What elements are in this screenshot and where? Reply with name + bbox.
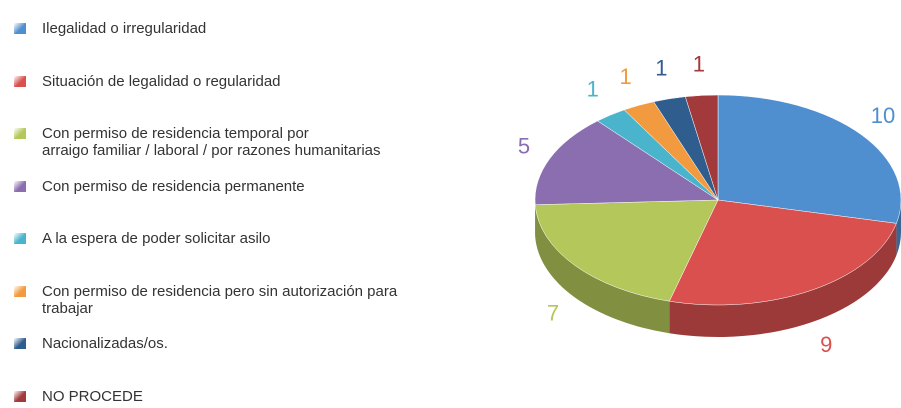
data-label: 7 (547, 301, 559, 326)
data-label: 5 (518, 134, 530, 159)
data-label: 1 (587, 77, 599, 102)
slice (534, 199, 719, 302)
slice (534, 120, 719, 205)
data-label: 1 (619, 64, 631, 89)
slice (684, 94, 719, 201)
data-label: 1 (693, 51, 705, 76)
legend-swatch (14, 338, 26, 349)
pie-sides (535, 200, 901, 337)
legend-swatch (14, 390, 26, 402)
legend-label: Con permiso de residencia permanente (42, 177, 305, 195)
slice-side (669, 223, 897, 337)
legend-label: Nacionalizadas/os. (42, 335, 168, 352)
legend-label: Situación de legalidad o regularidad (42, 72, 281, 90)
slice-side (896, 200, 901, 256)
slice (668, 199, 897, 306)
legend-label: NO PROCEDE (42, 387, 143, 405)
data-label: 10 (871, 103, 895, 128)
legend-label: A la espera de poder solicitar asilo (42, 230, 271, 247)
data-label: 1 (655, 56, 667, 81)
legend-label: Con permiso de residencia temporal por a… (42, 125, 381, 159)
legend-swatch (14, 75, 26, 87)
pie-tops (534, 94, 901, 306)
legend-label: Con permiso de residencia pero sin autor… (42, 282, 398, 317)
legend-swatch (14, 128, 26, 139)
legend-swatch (14, 180, 26, 192)
legend-swatch (14, 285, 26, 297)
slice-side (535, 204, 670, 334)
data-label: 9 (820, 332, 832, 357)
legend-label: Ilegalidad o irregularidad (42, 20, 207, 37)
legend-swatch (14, 23, 26, 34)
legend-swatch (14, 233, 26, 244)
